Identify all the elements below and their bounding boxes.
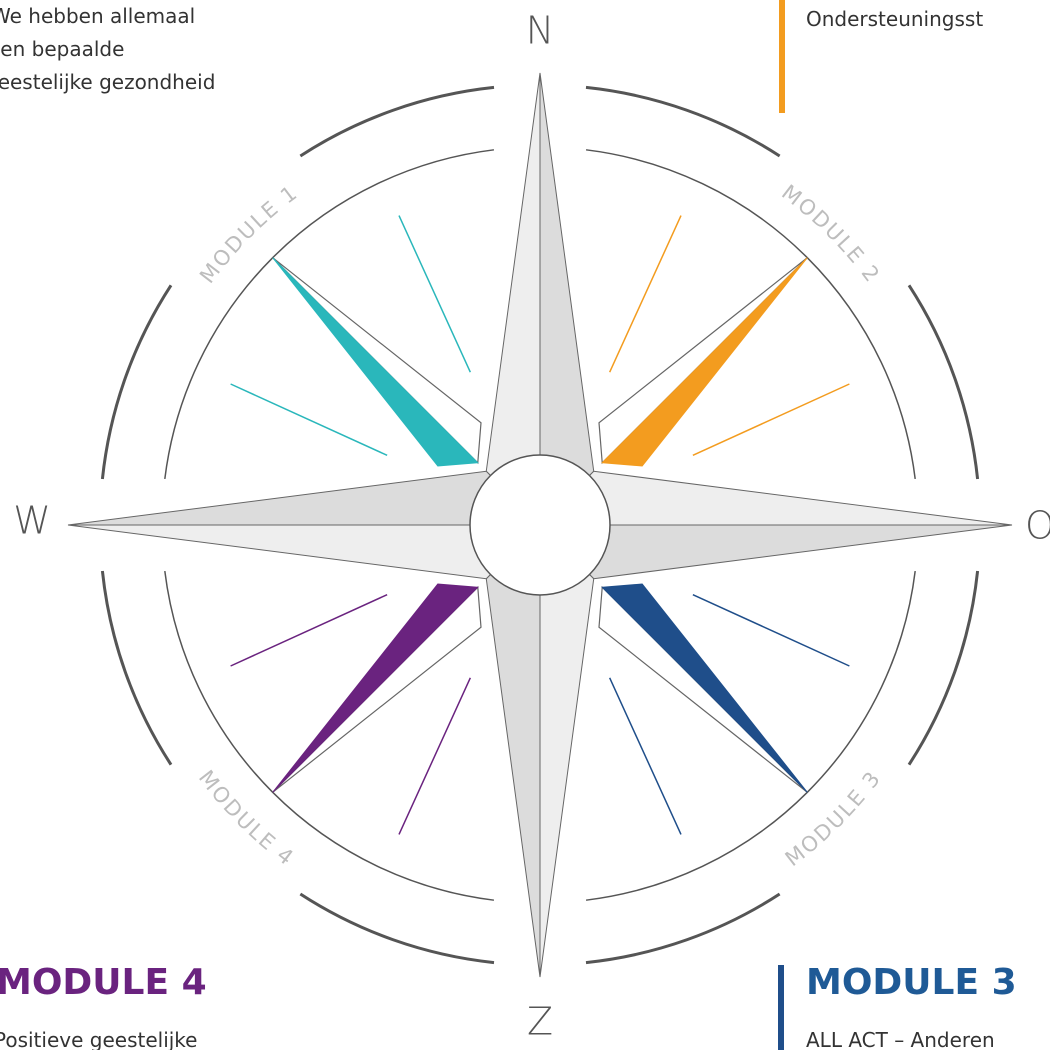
star-half: [540, 525, 1012, 579]
star-half: [68, 525, 540, 579]
direction-label: N: [526, 9, 554, 53]
star-half: [540, 471, 1012, 525]
accent-bar: [778, 965, 784, 1050]
outer-ring: [586, 87, 780, 156]
ray: [610, 678, 681, 835]
ray: [399, 216, 470, 373]
ray: [231, 384, 388, 455]
intro-line: geestelijke gezondheid: [0, 66, 215, 99]
accent-bar: [779, 0, 785, 113]
direction-label: O: [1025, 504, 1050, 548]
outer-ring: [102, 285, 171, 479]
outer-ring: [300, 894, 494, 963]
outer-ring: [586, 894, 780, 963]
panel-heading: MODULE 3: [806, 962, 1017, 1003]
ray: [231, 595, 388, 666]
outer-ring: [300, 87, 494, 156]
intro-line: een bepaalde: [0, 33, 215, 66]
hub: [470, 455, 610, 595]
panel-text: ALL ACT – Anderen: [806, 1024, 995, 1050]
outer-ring: [909, 571, 978, 765]
outer-ring: [909, 285, 978, 479]
panel-text: Positieve geestelijke: [0, 1024, 197, 1050]
direction-label: W: [13, 499, 51, 543]
outer-ring: [102, 571, 171, 765]
intro-text: We hebben allemaal een bepaalde geesteli…: [0, 0, 215, 99]
page: NOZWMODULE 1MODULE 2MODULE 3MODULE 4 We …: [0, 0, 1050, 1050]
intro-line: We hebben allemaal: [0, 0, 215, 33]
point-colored: [602, 584, 807, 792]
ray: [693, 595, 850, 666]
ray: [610, 216, 681, 373]
ray: [399, 678, 470, 835]
point-colored: [602, 258, 807, 466]
compass: NOZWMODULE 1MODULE 2MODULE 3MODULE 4: [0, 0, 1050, 1050]
panel-text: Ondersteuningsst: [806, 3, 983, 36]
point-colored: [273, 584, 478, 792]
star-half: [68, 471, 540, 525]
panel-heading: MODULE 4: [0, 962, 207, 1003]
direction-label: Z: [527, 1000, 553, 1044]
ray: [693, 384, 850, 455]
point-colored: [273, 258, 478, 466]
